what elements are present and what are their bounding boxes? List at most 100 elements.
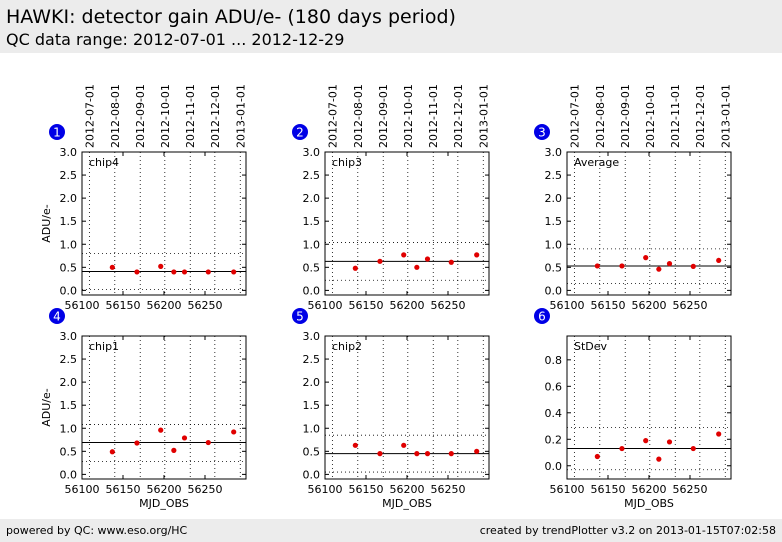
panel-5-data-point bbox=[352, 442, 358, 448]
panel-1-data-point bbox=[181, 269, 188, 275]
panel-2-date-label: 2012-10-01 bbox=[402, 84, 415, 148]
panel-4-ytick-label: 3.0 bbox=[60, 330, 78, 343]
panel-4-xtick-label: 56250 bbox=[188, 483, 223, 496]
panel-1-data-point bbox=[171, 269, 177, 275]
panel-4-data-point bbox=[171, 447, 177, 453]
panel-5-ytick-label: 0.5 bbox=[303, 445, 321, 458]
panel-1-date-label: 2012-09-01 bbox=[134, 84, 147, 148]
panel-6-badge-circle bbox=[534, 308, 550, 324]
panel-1-date-label: 2012-08-01 bbox=[109, 84, 122, 148]
panel-4-data-point bbox=[158, 427, 164, 433]
panel-3-data-point bbox=[716, 257, 722, 264]
panel-4-series-label: chip1 bbox=[89, 340, 119, 353]
panel-3-badge-number: 3 bbox=[538, 126, 546, 140]
panel-5-xtick-label: 56200 bbox=[390, 483, 425, 496]
page-subtitle: QC data range: 2012-07-01 ... 2012-12-29 bbox=[6, 30, 345, 49]
panel-2-series-label: chip3 bbox=[332, 156, 362, 169]
panel-2-badge-circle bbox=[292, 124, 308, 140]
panel-4-badge-circle bbox=[49, 308, 65, 324]
panel-2-date-label: 2012-11-01 bbox=[427, 84, 440, 148]
panel-1-ytick-label: 0.5 bbox=[60, 261, 78, 274]
page-title: HAWKI: detector gain ADU/e- (180 days pe… bbox=[6, 6, 456, 28]
panel-1-badge-circle bbox=[49, 124, 65, 140]
panel-1-ytick-label: 2.0 bbox=[60, 192, 78, 205]
panel-6-axes-frame bbox=[566, 335, 732, 480]
panel-2-data-point bbox=[377, 258, 383, 264]
panel-4-xtick-label: 56200 bbox=[147, 483, 182, 496]
panel-2-ytick-label: 1.5 bbox=[303, 215, 321, 228]
panel-6-ytick-label: 0.0 bbox=[545, 460, 563, 473]
panel-3-data-point bbox=[643, 255, 649, 261]
panel-5-data-point bbox=[474, 448, 480, 454]
panel-1-ytick-label: 2.5 bbox=[60, 169, 78, 182]
panel-4-ytick-label: 2.0 bbox=[60, 376, 78, 389]
panel-2-ytick-label: 1.0 bbox=[303, 238, 321, 251]
panel-6-data-point bbox=[716, 431, 722, 437]
panel-4-xlabel: MJD_OBS bbox=[139, 497, 189, 510]
panel-2-ytick-label: 2.5 bbox=[303, 169, 321, 182]
panel-2-ytick-label: 0.5 bbox=[303, 261, 321, 274]
panel-1-ytick-label: 1.0 bbox=[60, 238, 78, 251]
panel-5-ytick-label: 1.5 bbox=[303, 399, 321, 412]
panel-5-xlabel: MJD_OBS bbox=[382, 497, 432, 510]
panel-4-data-point bbox=[231, 429, 237, 435]
panel-2-date-label: 2012-08-01 bbox=[352, 84, 365, 148]
panel-3-date-label: 2012-10-01 bbox=[644, 84, 657, 148]
panel-1-xtick-label: 56200 bbox=[147, 299, 182, 312]
panel-3-data-point bbox=[690, 263, 696, 269]
panel-5-ytick-label: 0.0 bbox=[303, 468, 321, 481]
panel-4-axes-frame bbox=[81, 335, 247, 480]
panel-5-data-point bbox=[377, 451, 383, 457]
panel-3-ytick-label: 0.5 bbox=[545, 261, 563, 274]
panel-2-badge-number: 2 bbox=[296, 126, 304, 140]
panel-4-xtick-label: 56150 bbox=[106, 483, 141, 496]
panel-5-data-point bbox=[448, 451, 454, 457]
panel-2-ytick-label: 0.0 bbox=[303, 284, 321, 297]
panel-3-data-point bbox=[619, 263, 625, 269]
panel-4-ylabel: ADU/e- bbox=[40, 388, 53, 427]
panel-5-badge-circle bbox=[292, 308, 308, 324]
panel-4-data-point bbox=[134, 440, 140, 446]
panel-5-badge-number: 5 bbox=[296, 310, 304, 324]
panel-5-xtick-label: 56100 bbox=[308, 483, 343, 496]
panel-6-xtick-label: 56150 bbox=[591, 483, 626, 496]
panel-1-ytick-label: 3.0 bbox=[60, 146, 78, 159]
panel-4-badge-number: 4 bbox=[53, 310, 61, 324]
panel-6-data-point bbox=[619, 445, 625, 452]
panel-1-data-point bbox=[231, 269, 237, 275]
panel-3-date-label: 2012-08-01 bbox=[594, 84, 607, 148]
panel-1-data-point bbox=[158, 263, 164, 269]
panel-6-ytick-label: 0.6 bbox=[545, 380, 563, 393]
panel-6-data-point bbox=[643, 438, 649, 444]
panel-3-date-label: 2013-01-01 bbox=[719, 84, 732, 148]
panel-3-xtick-label: 56250 bbox=[673, 299, 708, 312]
panel-3-xtick-label: 56200 bbox=[632, 299, 667, 312]
panel-1-xtick-label: 56250 bbox=[188, 299, 223, 312]
panel-5-ytick-label: 3.0 bbox=[303, 330, 321, 343]
panel-6-data-point bbox=[594, 453, 600, 460]
panel-3-data-point bbox=[656, 266, 662, 272]
panel-1-xtick-label: 56100 bbox=[65, 299, 100, 312]
panel-5-ytick-label: 2.0 bbox=[303, 376, 321, 389]
panel-4-ytick-label: 0.0 bbox=[60, 468, 78, 481]
panel-2-data-point bbox=[352, 265, 358, 271]
panel-6-badge-number: 6 bbox=[538, 310, 546, 324]
panel-5-data-point bbox=[401, 442, 407, 448]
panel-3-ytick-label: 0.0 bbox=[545, 284, 563, 297]
panel-6-series-label: StDev bbox=[574, 340, 608, 353]
panel-1-xtick-label: 56150 bbox=[106, 299, 141, 312]
panel-3-ytick-label: 1.0 bbox=[545, 238, 563, 251]
panel-3-series-label: Average bbox=[574, 156, 619, 169]
panel-3-ytick-label: 2.5 bbox=[545, 169, 563, 182]
panel-2-date-label: 2012-07-01 bbox=[326, 84, 339, 148]
panel-1-date-label: 2012-10-01 bbox=[159, 84, 172, 148]
panel-3-date-label: 2012-09-01 bbox=[619, 84, 632, 148]
panel-3-ytick-label: 3.0 bbox=[545, 146, 563, 159]
panel-6-xtick-label: 56250 bbox=[673, 483, 708, 496]
panel-2-axes-frame bbox=[324, 151, 490, 296]
panel-2-date-label: 2012-12-01 bbox=[452, 84, 465, 148]
panel-6-data-point bbox=[690, 445, 696, 452]
panel-3-data-point bbox=[594, 263, 600, 269]
panel-1-date-label: 2012-07-01 bbox=[83, 84, 96, 148]
